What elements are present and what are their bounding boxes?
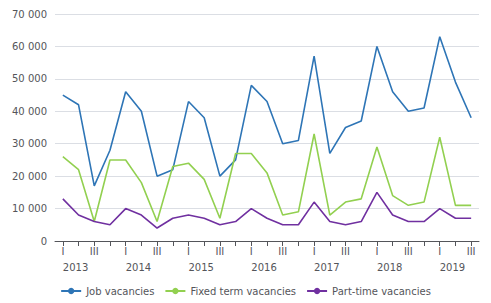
svg-text:2018: 2018 bbox=[377, 262, 402, 273]
svg-text:I: I bbox=[375, 246, 378, 257]
svg-text:2019: 2019 bbox=[440, 262, 465, 273]
svg-text:70 000: 70 000 bbox=[12, 9, 47, 20]
svg-text:60 000: 60 000 bbox=[12, 41, 47, 52]
svg-text:I: I bbox=[61, 246, 64, 257]
svg-text:I: I bbox=[124, 246, 127, 257]
svg-text:III: III bbox=[467, 246, 476, 257]
svg-text:2013: 2013 bbox=[63, 262, 88, 273]
svg-text:0: 0 bbox=[41, 236, 47, 247]
svg-text:10 000: 10 000 bbox=[12, 203, 47, 214]
svg-text:III: III bbox=[278, 246, 287, 257]
svg-text:I: I bbox=[250, 246, 253, 257]
svg-text:40 000: 40 000 bbox=[12, 106, 47, 117]
svg-text:Part-time vacancies: Part-time vacancies bbox=[332, 286, 431, 297]
svg-text:2016: 2016 bbox=[251, 262, 276, 273]
svg-text:2015: 2015 bbox=[188, 262, 213, 273]
svg-text:2017: 2017 bbox=[314, 262, 339, 273]
svg-text:III: III bbox=[90, 246, 99, 257]
svg-text:Fixed term vacancies: Fixed term vacancies bbox=[190, 286, 296, 297]
svg-text:Job vacancies: Job vacancies bbox=[85, 286, 154, 297]
svg-text:50 000: 50 000 bbox=[12, 73, 47, 84]
svg-text:III: III bbox=[341, 246, 350, 257]
svg-text:2014: 2014 bbox=[126, 262, 151, 273]
svg-text:I: I bbox=[187, 246, 190, 257]
svg-text:20 000: 20 000 bbox=[12, 171, 47, 182]
svg-text:III: III bbox=[153, 246, 162, 257]
svg-text:III: III bbox=[215, 246, 224, 257]
svg-text:III: III bbox=[404, 246, 413, 257]
svg-text:I: I bbox=[438, 246, 441, 257]
svg-text:30 000: 30 000 bbox=[12, 138, 47, 149]
svg-text:I: I bbox=[313, 246, 316, 257]
